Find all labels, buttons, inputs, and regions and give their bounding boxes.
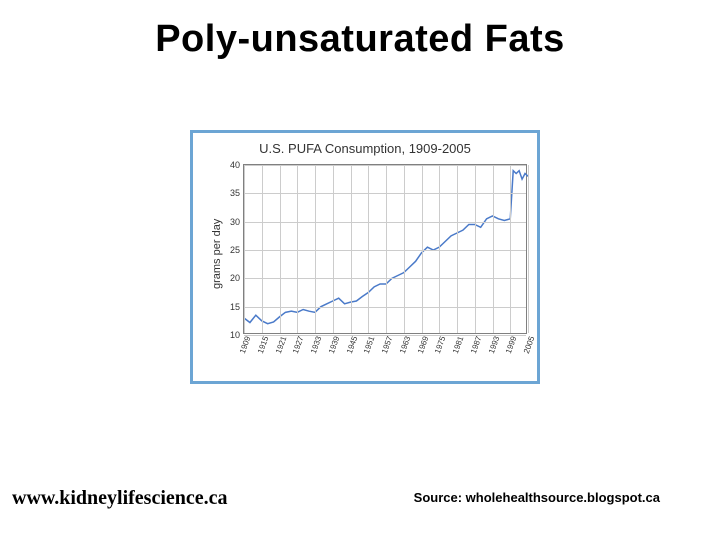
xtick-label: 1909 <box>238 335 253 355</box>
xtick-label: 1933 <box>309 335 324 355</box>
xtick-label: 1993 <box>486 335 501 355</box>
xtick-label: 1921 <box>273 335 288 355</box>
footer-left-url: www.kidneylifescience.ca <box>12 487 228 510</box>
gridline-h <box>244 193 526 194</box>
gridline-v <box>528 165 529 333</box>
gridline-v <box>386 165 387 333</box>
gridline-v <box>439 165 440 333</box>
gridline-v <box>368 165 369 333</box>
gridline-v <box>351 165 352 333</box>
ytick-label: 35 <box>230 188 240 198</box>
gridline-v <box>510 165 511 333</box>
gridline-h <box>244 250 526 251</box>
xtick-label: 1957 <box>380 335 395 355</box>
chart-container: U.S. PUFA Consumption, 1909-2005 grams p… <box>190 130 540 384</box>
xtick-label: 1915 <box>256 335 271 355</box>
slide: Poly-unsaturated Fats U.S. PUFA Consumpt… <box>0 0 720 540</box>
gridline-v <box>262 165 263 333</box>
gridline-v <box>297 165 298 333</box>
gridline-v <box>244 165 245 333</box>
gridline-v <box>475 165 476 333</box>
gridline-v <box>493 165 494 333</box>
gridline-h <box>244 307 526 308</box>
xtick-label: 1945 <box>344 335 359 355</box>
gridline-h <box>244 278 526 279</box>
xtick-label: 1963 <box>398 335 413 355</box>
xtick-label: 1927 <box>291 335 306 355</box>
page-title: Poly-unsaturated Fats <box>0 18 720 61</box>
footer-right-source: Source: wholehealthsource.blogspot.ca <box>414 490 660 505</box>
gridline-v <box>315 165 316 333</box>
xtick-label: 1951 <box>362 335 377 355</box>
chart-title: U.S. PUFA Consumption, 1909-2005 <box>199 141 531 156</box>
xtick-label: 1939 <box>327 335 342 355</box>
ytick-label: 10 <box>230 330 240 340</box>
xtick-label: 1999 <box>504 335 519 355</box>
gridline-v <box>404 165 405 333</box>
plot-wrap: grams per day 10152025303540190919151921… <box>201 160 531 376</box>
ytick-label: 40 <box>230 160 240 170</box>
gridline-h <box>244 222 526 223</box>
xtick-label: 1975 <box>433 335 448 355</box>
ytick-label: 30 <box>230 217 240 227</box>
gridline-v <box>280 165 281 333</box>
xtick-label: 1981 <box>451 335 466 355</box>
plot-area: 1015202530354019091915192119271933193919… <box>243 164 527 334</box>
ytick-label: 25 <box>230 245 240 255</box>
gridline-v <box>457 165 458 333</box>
gridline-h <box>244 165 526 166</box>
gridline-v <box>333 165 334 333</box>
gridline-v <box>422 165 423 333</box>
xtick-label: 1987 <box>469 335 484 355</box>
ytick-label: 20 <box>230 273 240 283</box>
ytick-label: 15 <box>230 302 240 312</box>
xtick-label: 2005 <box>522 335 537 355</box>
y-axis-label: grams per day <box>211 219 223 289</box>
xtick-label: 1969 <box>415 335 430 355</box>
